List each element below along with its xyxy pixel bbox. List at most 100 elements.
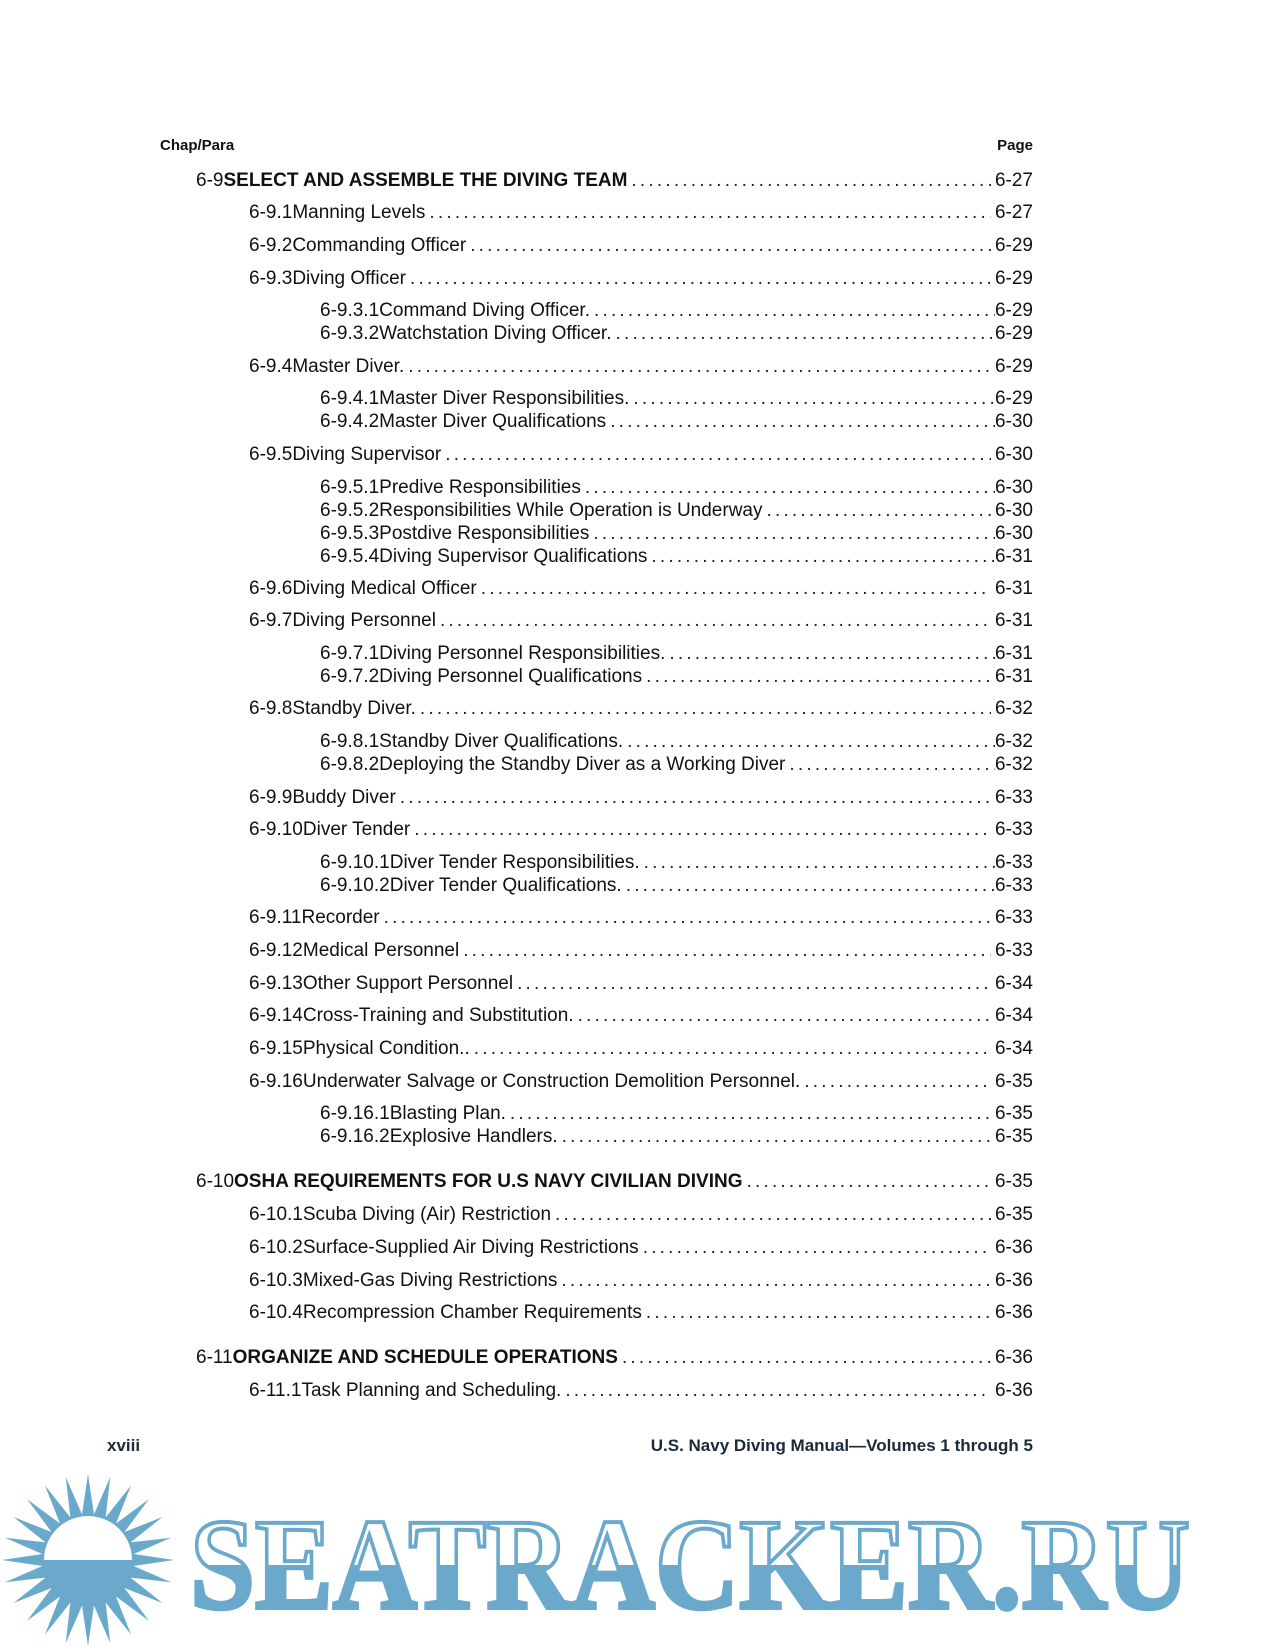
toc-entry[interactable]: 6-9.10.2 Diver Tender Qualifications.....… [320, 875, 1033, 899]
entry-page: 6-34 [994, 973, 1033, 994]
toc-entry[interactable]: 6-9.11 Recorder..........................… [249, 907, 1033, 931]
toc-entry[interactable]: 6-11.1 Task Planning and Scheduling......… [249, 1380, 1033, 1404]
toc-entry[interactable]: 6-11 ORGANIZE AND SCHEDULE OPERATIONS....… [196, 1347, 1033, 1371]
toc-entry[interactable]: 6-9.3.1 Command Diving Officer...........… [320, 300, 1033, 324]
entry-page: 6-30 [994, 500, 1033, 521]
entry-number: 6-9.4 [249, 356, 293, 377]
toc-entry[interactable]: 6-9.9 Buddy Diver........................… [249, 787, 1033, 811]
entry-number: 6-9.8 [249, 698, 293, 719]
toc-entry[interactable]: 6-9.7.2 Diving Personnel Qualifications..… [320, 666, 1033, 690]
entry-number: 6-11.1 [249, 1380, 302, 1401]
entry-number: 6-9.7 [249, 610, 293, 631]
toc-entry[interactable]: 6-9.10.1 Diver Tender Responsibilities...… [320, 852, 1033, 876]
toc-entry[interactable]: 6-9.12 Medical Personnel.................… [249, 940, 1033, 964]
toc-entry[interactable]: 6-9.4 Master Diver.......................… [249, 356, 1033, 380]
toc-entry[interactable]: 6-9.4.1 Master Diver Responsibilities....… [320, 388, 1033, 412]
toc-entry[interactable]: 6-9.16.1 Blasting Plan...................… [320, 1103, 1033, 1127]
toc-entry[interactable]: 6-9.16 Underwater Salvage or Construction… [249, 1071, 1033, 1095]
entry-number: 6-9.5.1 [320, 477, 380, 498]
entry-page: 6-36 [994, 1237, 1033, 1258]
entry-title: Command Diving Officer. [379, 300, 590, 321]
entry-number: 6-9.3.2 [320, 323, 380, 344]
dot-leader: ........................................… [509, 1103, 995, 1124]
toc-entry[interactable]: 6-9.5.2 Responsibilities While Operation … [320, 500, 1033, 524]
entry-title: Scuba Diving (Air) Restriction [302, 1204, 552, 1225]
entry-number: 6-9.9 [249, 787, 293, 808]
entry-title: Diver Tender Responsibilities. [389, 852, 640, 873]
entry-page: 6-27 [994, 170, 1033, 191]
toc-entry[interactable]: 6-9.7 Diving Personnel...................… [249, 610, 1033, 634]
entry-title: Responsibilities While Operation is Unde… [379, 500, 763, 521]
toc-entry[interactable]: 6-9.5.4 Diving Supervisor Qualifications.… [320, 546, 1033, 570]
toc-entry[interactable]: 6-9.2 Commanding Officer.................… [249, 235, 1033, 259]
entry-page: 6-31 [994, 643, 1033, 664]
dot-leader: ........................................… [643, 852, 995, 873]
entry-page: 6-33 [994, 940, 1033, 961]
entry-number: 6-9.13 [249, 973, 303, 994]
toc-entry[interactable]: 6-9.8 Standby Diver......................… [249, 698, 1033, 722]
entry-page: 6-36 [994, 1302, 1033, 1323]
toc-entry[interactable]: 6-10.1 Scuba Diving (Air) Restriction....… [249, 1204, 1033, 1228]
entry-title: Underwater Salvage or Construction Demol… [302, 1071, 801, 1092]
entry-page: 6-35 [994, 1103, 1033, 1124]
toc-entry[interactable]: 6-9.4.2 Master Diver Qualifications......… [320, 411, 1033, 435]
toc-entry[interactable]: 6-9.3.2 Watchstation Diving Officer......… [320, 323, 1033, 347]
entry-title: Master Diver. [292, 356, 405, 377]
entry-title: Cross-Training and Substitution. [302, 1005, 574, 1026]
dot-leader: ........................................… [463, 940, 991, 961]
entry-page: 6-29 [994, 235, 1033, 256]
entry-page: 6-30 [994, 523, 1033, 544]
entry-page: 6-29 [994, 268, 1033, 289]
entry-number: 6-9.14 [249, 1005, 303, 1026]
toc-entry[interactable]: 6-9.5 Diving Supervisor..................… [249, 444, 1033, 468]
dot-leader: ........................................… [429, 202, 991, 223]
dot-leader: ........................................… [480, 578, 991, 599]
toc-entry[interactable]: 6-9.10 Diver Tender......................… [249, 819, 1033, 843]
entry-title: Diving Personnel Responsibilities. [379, 643, 666, 664]
entry-title: SELECT AND ASSEMBLE THE DIVING TEAM [223, 170, 628, 191]
toc-entry[interactable]: 6-9.15 Physical Condition................… [249, 1038, 1033, 1062]
entry-title: Master Diver Responsibilities. [379, 388, 630, 409]
toc-entry[interactable]: 6-9.1 Manning Levels.....................… [249, 202, 1033, 226]
watermark-logo: SEATRACKER.RU [2, 1474, 1192, 1646]
entry-page: 6-34 [994, 1038, 1033, 1059]
dot-leader: ........................................… [642, 1237, 991, 1258]
entry-page: 6-32 [994, 698, 1033, 719]
toc-entry[interactable]: 6-9.13 Other Support Personnel...........… [249, 973, 1033, 997]
entry-number: 6-10.3 [249, 1270, 303, 1291]
dot-leader: ........................................… [594, 300, 995, 321]
toc-entry[interactable]: 6-9.3 Diving Officer.....................… [249, 268, 1033, 292]
dot-leader: ........................................… [610, 411, 995, 432]
entry-number: 6-9.5.4 [320, 546, 380, 567]
entry-number: 6-10.2 [249, 1237, 303, 1258]
toc-entry[interactable]: 6-9.6 Diving Medical Officer.............… [249, 578, 1033, 602]
toc-entry[interactable]: 6-10.4 Recompression Chamber Requirements… [249, 1302, 1033, 1326]
entry-page: 6-29 [994, 300, 1033, 321]
dot-leader: ........................................… [584, 477, 995, 498]
entry-page: 6-30 [994, 411, 1033, 432]
toc-entry[interactable]: 6-9.14 Cross-Training and Substitution...… [249, 1005, 1033, 1029]
toc-entry[interactable]: 6-9.5.3 Postdive Responsibilities........… [320, 523, 1033, 547]
entry-number: 6-9.4.2 [320, 411, 380, 432]
entry-number: 6-9.6 [249, 578, 293, 599]
entry-page: 6-29 [994, 356, 1033, 377]
entry-title: Physical Condition.. [302, 1038, 470, 1059]
toc-entry[interactable]: 6-9 SELECT AND ASSEMBLE THE DIVING TEAM..… [196, 170, 1033, 194]
footer-title: U.S. Navy Diving Manual—Volumes 1 throug… [650, 1436, 1033, 1455]
toc-entry[interactable]: 6-9.5.1 Predive Responsibilities.........… [320, 477, 1033, 501]
entry-number: 6-9.5 [249, 444, 293, 465]
toc-entry[interactable]: 6-9.7.1 Diving Personnel Responsibilities… [320, 643, 1033, 667]
dot-leader: ........................................… [565, 1380, 991, 1401]
entry-number: 6-9.8.2 [320, 754, 380, 775]
entry-page: 6-36 [994, 1270, 1033, 1291]
toc-entry[interactable]: 6-10.2 Surface-Supplied Air Diving Restri… [249, 1237, 1033, 1261]
toc-entry[interactable]: 6-10.3 Mixed-Gas Diving Restrictions.....… [249, 1270, 1033, 1294]
toc-entry[interactable]: 6-9.8.1 Standby Diver Qualifications.....… [320, 731, 1033, 755]
dot-leader: ........................................… [439, 610, 991, 631]
entry-number: 6-9.16 [249, 1071, 303, 1092]
toc-entry[interactable]: 6-9.8.2 Deploying the Standby Diver as a … [320, 754, 1033, 778]
toc-entry[interactable]: 6-10 OSHA REQUIREMENTS FOR U.S NAVY CIVIL… [196, 1171, 1033, 1195]
toc-entry[interactable]: 6-9.16.2 Explosive Handlers..............… [320, 1126, 1033, 1150]
dot-leader: ........................................… [804, 1071, 991, 1092]
dot-leader: ........................................… [561, 1126, 995, 1147]
